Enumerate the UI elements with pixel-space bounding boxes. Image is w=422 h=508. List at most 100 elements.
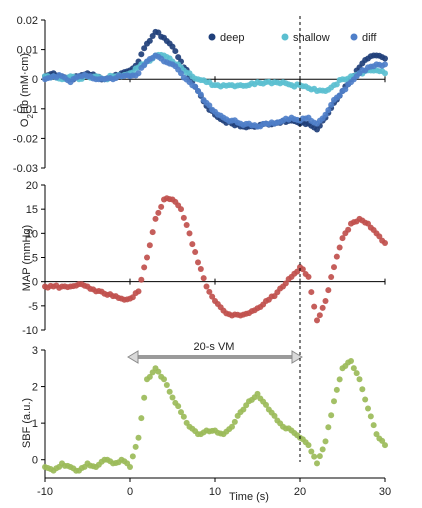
sbf-point (169, 394, 176, 401)
map-point (339, 235, 346, 242)
y-tick-label: 3 (32, 345, 38, 357)
o2hb-panel: O2Hb (mM·cm) deep shallow diff -0.03 -0.0… (13, 15, 388, 175)
sbf-point (367, 413, 374, 420)
map-point (322, 298, 329, 304)
map-point (382, 240, 388, 246)
map-point (158, 203, 165, 210)
map-point (183, 222, 190, 229)
deep-point (141, 45, 148, 52)
sbf-point (163, 382, 170, 389)
map-point (376, 233, 383, 240)
map-point (206, 288, 213, 295)
sbf-point (127, 464, 133, 471)
sbf-point (328, 412, 335, 419)
sbf-point (356, 376, 363, 383)
vm-label: 20-s VM (194, 341, 235, 353)
sbf-point (373, 431, 380, 438)
y-tick-label: 0 (32, 455, 38, 467)
map-point (203, 283, 210, 290)
map-point (316, 312, 323, 319)
x-tick-label: 10 (209, 486, 221, 498)
o2hb-legend: deep shallow diff (208, 32, 377, 44)
sbf-point (370, 422, 377, 429)
y-tick-label: 15 (26, 204, 38, 216)
map-point (308, 289, 315, 296)
deep-point (146, 37, 153, 44)
sbf-point (362, 396, 369, 403)
map-point (135, 288, 142, 295)
diff-point (197, 91, 204, 98)
diff-point (206, 102, 213, 109)
sbf-point (231, 418, 238, 425)
y-tick-label: 0.01 (17, 45, 38, 57)
diff-point (192, 83, 199, 90)
diff-point (322, 111, 329, 118)
legend-diff-label: diff (362, 32, 377, 44)
diff-point (336, 92, 343, 99)
y-tick-label: 2 (32, 382, 38, 394)
map-point (189, 241, 196, 248)
sbf-point (308, 448, 315, 455)
map-point (282, 280, 289, 287)
sbf-point (316, 453, 323, 460)
x-tick-label: 30 (379, 486, 391, 498)
y-tick-label: 0 (32, 74, 38, 86)
sbf-point (146, 373, 153, 380)
sbf-point (311, 453, 318, 460)
map-point (314, 317, 320, 324)
diff-point (382, 61, 388, 68)
y-tick-label: 0 (32, 277, 38, 289)
y-tick-label: 0.02 (17, 15, 38, 27)
sbf-point (129, 453, 136, 460)
map-point (345, 226, 352, 233)
map-point (294, 268, 301, 275)
diff-point (325, 107, 332, 114)
x-tick-label: -10 (37, 486, 53, 498)
deep-point (172, 48, 179, 55)
map-point (144, 254, 150, 261)
map-point (149, 229, 156, 236)
y-tick-label: 1 (32, 418, 38, 430)
legend-diff-marker (350, 33, 358, 41)
shallow-point (333, 81, 340, 88)
map-point (197, 266, 204, 273)
map-point (192, 249, 199, 256)
map-point (146, 242, 153, 249)
sbf-point (263, 401, 269, 408)
legend-shallow-label: shallow (293, 32, 330, 44)
map-point (178, 206, 184, 213)
sbf-point (161, 376, 167, 383)
map-point (333, 253, 340, 260)
sbf-point (155, 368, 162, 375)
sbf-point (350, 365, 357, 372)
sbf-point (229, 423, 235, 430)
map-point (180, 214, 187, 221)
vm-annotation: 20-s VM (127, 341, 303, 364)
sbf-point (141, 394, 148, 401)
map-point (200, 275, 207, 282)
vm-arrow-right-head (291, 350, 303, 364)
sbf-point (379, 437, 386, 444)
sbf-point (365, 405, 371, 412)
diff-point (328, 101, 335, 108)
map-point (299, 266, 306, 273)
legend-deep-marker (208, 33, 216, 41)
map-point (195, 259, 201, 266)
sbf-xlabel: Time (s) (229, 491, 269, 503)
sbf-point (353, 370, 360, 377)
map-point (138, 276, 145, 283)
sbf-point (333, 386, 340, 393)
y-tick-label: -0.03 (13, 163, 38, 175)
sbf-ylabel: SBF (a.u.) (21, 398, 33, 448)
sbf-point (135, 434, 142, 441)
sbf-point (359, 386, 366, 393)
diff-point (178, 70, 184, 77)
sbf-point (254, 390, 261, 397)
map-point (155, 209, 162, 216)
sbf-point (319, 446, 326, 453)
deep-point (155, 29, 162, 36)
map-panel: MAP (mmHg) -10 -5 0 5 10 15 20 (21, 180, 388, 337)
sbf-point (240, 406, 247, 413)
sbf-point (348, 357, 354, 364)
